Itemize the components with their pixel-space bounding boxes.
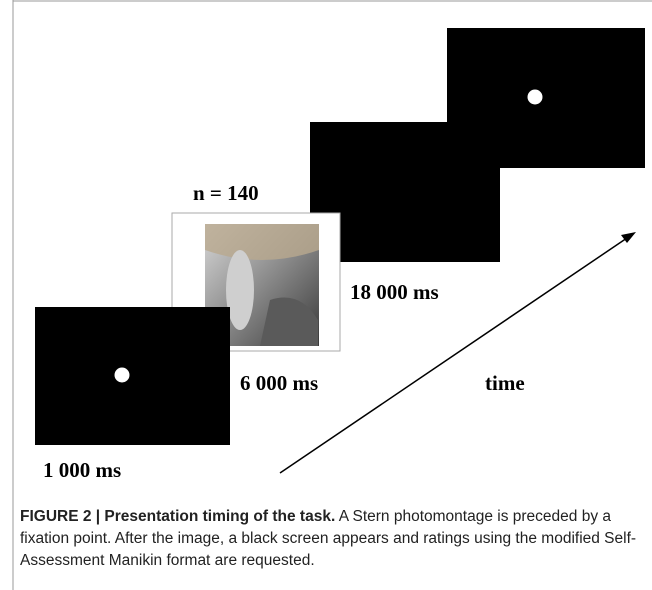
black-screen [310, 122, 500, 262]
photo-shade [205, 224, 319, 260]
trials-label: n = 140 [193, 181, 259, 205]
caption-text: A Stern photomontage is preceded by a fi… [20, 508, 637, 569]
duration-label: 18 000 ms [350, 280, 439, 304]
fixation-dot [527, 89, 543, 105]
fixation-screen-1 [35, 307, 230, 445]
duration-label: 1 000 ms [43, 458, 121, 482]
photo-figure [226, 250, 254, 330]
arrow-head [621, 232, 636, 243]
caption: FIGURE 2 | Presentation timing of the ta… [20, 506, 645, 572]
duration-label: 6 000 ms [240, 371, 318, 395]
fixation-dot [114, 367, 130, 383]
photo-hand [260, 297, 318, 346]
axis-label: time [485, 371, 525, 395]
caption-label: FIGURE 2 | Presentation timing of the ta… [20, 508, 336, 525]
time-arrow [279, 237, 628, 474]
